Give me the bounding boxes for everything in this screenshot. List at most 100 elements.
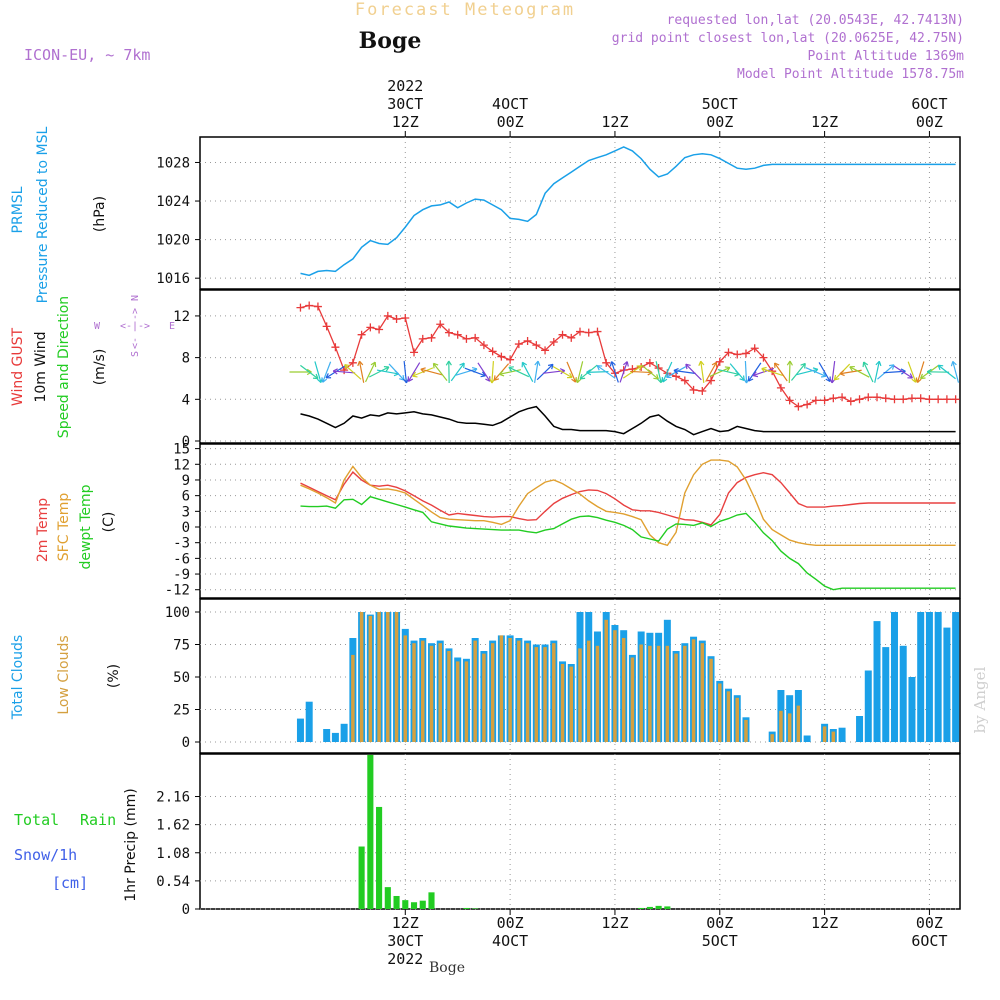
total-cloud-bar — [340, 723, 348, 742]
wind-direction-arrow — [464, 367, 486, 377]
low-cloud-bar — [490, 643, 495, 742]
grid-point-coords: grid point closest lon,lat (20.0625E, 42… — [612, 31, 964, 46]
wind-arrow-head — [596, 365, 603, 371]
rain-bar — [419, 900, 426, 909]
temp-sfc-label: SFC Temp — [56, 493, 72, 562]
wind-arrow-head — [445, 360, 452, 366]
low-cloud-bar — [613, 630, 617, 742]
wind-arrow-head — [752, 371, 759, 378]
y-tick-label: 8 — [182, 351, 190, 367]
panel-frame — [199, 136, 961, 290]
compass-arrows: <-|-> — [120, 321, 150, 332]
compass-arrow-up: -> — [130, 308, 141, 320]
wind-direction-arrow — [477, 362, 491, 382]
wind-arrow-head — [521, 361, 528, 368]
wind-arrow-head — [926, 368, 932, 375]
rain-bar — [410, 902, 418, 909]
low-cloud-bar — [464, 661, 469, 742]
location-title: Boge — [359, 28, 422, 54]
low-cloud-bar — [726, 691, 731, 742]
wind-arrow-head — [547, 363, 554, 370]
low-cloud-bar — [473, 640, 477, 742]
low-cloud-bar — [351, 654, 355, 742]
gust-point — [890, 395, 899, 404]
gust-point — [794, 402, 803, 411]
low-cloud-bar — [455, 661, 460, 742]
wind-arrow-head — [357, 360, 364, 367]
wind-arrow-head — [761, 366, 767, 373]
gust-point — [497, 352, 506, 361]
wind-arrow-head — [332, 368, 338, 375]
y-tick-label: -12 — [165, 583, 190, 599]
wind-arrow-head — [493, 375, 500, 381]
low-cloud-bar — [822, 726, 827, 742]
wind-direction-arrow — [673, 369, 696, 375]
wind-direction-arrow — [314, 361, 322, 383]
total-cloud-bar — [908, 677, 916, 742]
precip-unit-label: 1hr Precip (mm) — [123, 788, 139, 901]
wind-direction-arrow — [491, 360, 495, 384]
top-axis-label: 6OCT — [911, 95, 947, 113]
y-tick-label: 0 — [182, 520, 190, 536]
wind-arrow-head — [412, 371, 418, 378]
low-cloud-bar — [656, 645, 661, 742]
temp-unit-label: (C) — [101, 512, 117, 533]
low-cloud-bar — [709, 658, 713, 742]
low-cloud-bar — [770, 734, 774, 742]
wind-arrow-head — [665, 372, 672, 379]
gust-point — [340, 366, 349, 375]
temp-dewpt-label: dewpt Temp — [78, 484, 94, 569]
low-cloud-bar — [421, 640, 425, 742]
gust-point — [785, 396, 794, 405]
top-axis-label: 00Z — [497, 113, 524, 131]
y-tick-label: 75 — [173, 638, 190, 654]
wind-direction-arrow — [863, 361, 874, 383]
wind-direction-arrow — [877, 364, 895, 380]
wind-direction-arrow — [333, 370, 356, 374]
gust-point — [724, 348, 733, 357]
wind-direction-arrow — [596, 365, 616, 379]
bottom-axis-label: 2022 — [387, 950, 423, 968]
gust-point — [567, 333, 576, 342]
compass-arrow-down: <- — [130, 337, 141, 349]
low-cloud-bar — [508, 638, 512, 742]
compass-legend: N -> W <-|-> E <- S — [94, 295, 175, 357]
gust-point — [820, 396, 829, 405]
gust-point — [881, 394, 890, 403]
gust-point — [759, 353, 768, 362]
gust-point — [305, 301, 314, 310]
bottom-axis-label: 12Z — [392, 914, 419, 932]
low-cloud-bar — [386, 612, 390, 742]
total-cloud-bar — [917, 612, 925, 742]
wind-arrow-head — [609, 361, 616, 367]
wind-direction-arrow — [796, 368, 818, 376]
wind-direction-arrow — [641, 364, 659, 380]
wind-direction-arrow — [344, 364, 362, 380]
y-tick-label: 1016 — [156, 271, 190, 287]
gust-point — [829, 394, 838, 403]
wind-arrow-head — [673, 367, 679, 375]
low-cloud-bar — [429, 645, 434, 742]
wind-direction-arrow — [536, 363, 554, 381]
gust-line — [300, 304, 956, 408]
gust-point — [348, 358, 357, 367]
snow-label: Snow/1h — [14, 846, 77, 864]
gust-point — [838, 393, 847, 402]
y-tick-label: 2.16 — [156, 790, 190, 806]
low-cloud-bar — [586, 640, 591, 742]
wind-direction-arrow — [420, 368, 443, 376]
gust-point — [366, 323, 375, 332]
bottom-axis-label: 6OCT — [911, 932, 947, 950]
rain-label: Rain — [80, 811, 116, 829]
wind-direction-arrow — [805, 367, 827, 377]
wind-direction-arrow — [700, 361, 705, 383]
wind-arrow-head — [312, 373, 319, 380]
wind-arrow-head — [889, 364, 895, 370]
gust-point — [934, 395, 943, 404]
y-tick-label: 12 — [173, 309, 190, 325]
gust-point — [453, 330, 462, 339]
rain-bar — [664, 906, 671, 909]
gust-point — [357, 330, 366, 339]
gust-point — [698, 386, 707, 395]
rain-bar — [393, 895, 400, 909]
